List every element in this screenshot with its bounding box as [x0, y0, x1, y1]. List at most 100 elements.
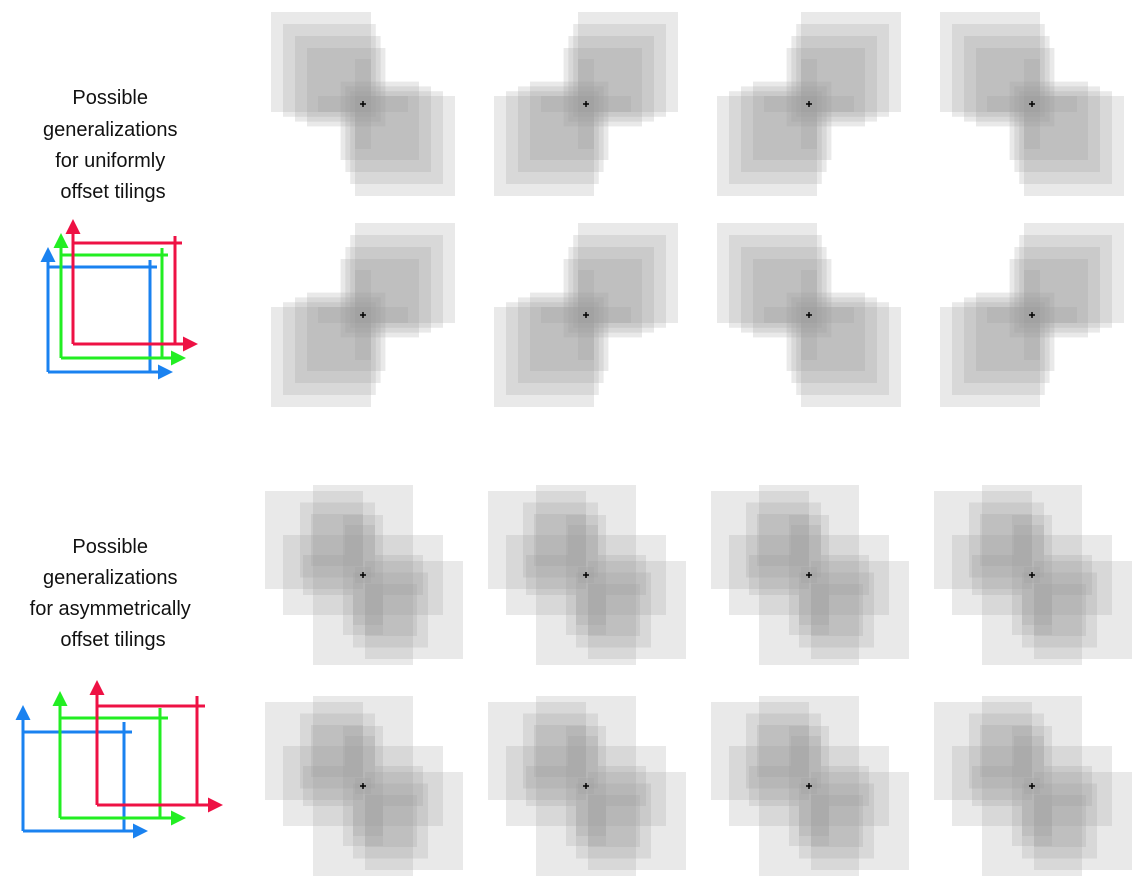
- generalization-patterns-grid: [265, 12, 1132, 876]
- tile-region: [311, 725, 363, 777]
- tile-region: [506, 302, 599, 395]
- tile-region: [271, 12, 371, 112]
- uniform-section-caption: Possible generalizations for uniformly o…: [43, 87, 183, 203]
- tiling-blue: [15, 705, 148, 839]
- tile-region: [711, 491, 809, 589]
- tile-region: [1034, 561, 1132, 659]
- tile-region: [523, 502, 598, 578]
- tiling-green: [53, 233, 186, 366]
- tile-region: [741, 247, 827, 333]
- tile-region: [488, 491, 586, 589]
- tile-region: [799, 595, 829, 625]
- tile-region: [729, 91, 822, 184]
- tile-region: [786, 48, 865, 127]
- tile-region: [975, 292, 1055, 371]
- tile-region: [350, 235, 443, 328]
- tile-region: [729, 235, 822, 328]
- tile-region: [811, 772, 909, 870]
- generalization-pattern: [488, 696, 686, 876]
- tile-region: [518, 297, 604, 383]
- tile-region: [307, 48, 386, 127]
- tile-region: [353, 595, 383, 625]
- tile-region: [350, 91, 443, 184]
- tile-region: [753, 81, 832, 160]
- caption-line: Possible: [72, 536, 148, 558]
- tile-region: [711, 702, 809, 800]
- tile-region: [717, 223, 817, 323]
- tile-region: [951, 302, 1045, 396]
- caption-line: offset tilings: [60, 181, 165, 203]
- caption-line: for uniformly: [55, 150, 165, 172]
- tile-region: [265, 491, 363, 589]
- caption-line: offset tilings: [60, 629, 165, 651]
- tile-region: [355, 223, 455, 323]
- tile-region: [811, 561, 909, 659]
- tile-region: [573, 24, 666, 117]
- tile-region: [969, 713, 1044, 789]
- tile-region: [271, 307, 371, 407]
- tile-region: [1022, 572, 1097, 648]
- tile-region: [534, 725, 586, 777]
- tile-region: [1034, 584, 1086, 636]
- tile-region: [365, 772, 463, 870]
- tile-region: [568, 247, 654, 333]
- tile-region: [741, 86, 827, 172]
- tile-region: [753, 259, 832, 338]
- tile-region: [563, 48, 642, 127]
- tile-region: [811, 795, 863, 847]
- tile-region: [1014, 247, 1100, 333]
- generalization-pattern: [717, 12, 901, 196]
- tile-region: [576, 595, 606, 625]
- generalization-pattern: [271, 223, 455, 407]
- tile-region: [980, 725, 1032, 777]
- tile-region: [1034, 795, 1086, 847]
- tile-region: [578, 223, 678, 323]
- tile-region: [345, 86, 431, 172]
- tile-region: [568, 736, 598, 766]
- tiling-red: [89, 680, 223, 813]
- tiling-blue: [40, 247, 173, 380]
- tile-region: [1034, 772, 1132, 870]
- tile-region: [353, 806, 383, 836]
- tile-region: [1014, 86, 1100, 172]
- tile-region: [940, 307, 1040, 407]
- tile-region: [282, 302, 376, 396]
- tile-region: [530, 292, 609, 371]
- tile-region: [964, 297, 1050, 384]
- caption-line: generalizations: [43, 119, 178, 141]
- tile-region: [568, 36, 654, 122]
- tile-region: [340, 259, 419, 338]
- generalization-pattern: [271, 12, 455, 196]
- tile-region: [353, 572, 428, 648]
- tile-region: [345, 525, 375, 555]
- tile-region: [1014, 736, 1044, 766]
- generalization-pattern: [265, 485, 463, 665]
- tile-region: [300, 502, 375, 578]
- tile-region: [295, 36, 381, 122]
- tile-region: [345, 736, 375, 766]
- tile-region: [355, 96, 455, 196]
- tile-region: [796, 24, 889, 117]
- tile-region: [976, 48, 1055, 127]
- tile-region: [969, 502, 1044, 578]
- generalization-pattern: [934, 485, 1132, 665]
- tile-region: [746, 502, 821, 578]
- tile-region: [563, 259, 642, 338]
- tile-region: [934, 702, 1032, 800]
- generalization-pattern: [934, 696, 1132, 876]
- tile-region: [300, 713, 375, 789]
- tile-region: [799, 806, 829, 836]
- tile-region: [757, 725, 809, 777]
- tile-region: [1014, 525, 1044, 555]
- caption-line: generalizations: [43, 567, 178, 589]
- tile-region: [576, 806, 606, 836]
- tile-region: [1022, 595, 1052, 625]
- tile-region: [345, 247, 431, 333]
- tile-region: [494, 96, 594, 196]
- tile-region: [506, 91, 599, 185]
- tile-region: [588, 561, 686, 659]
- tile-region: [952, 24, 1045, 117]
- tile-region: [534, 514, 586, 566]
- tile-region: [573, 235, 666, 328]
